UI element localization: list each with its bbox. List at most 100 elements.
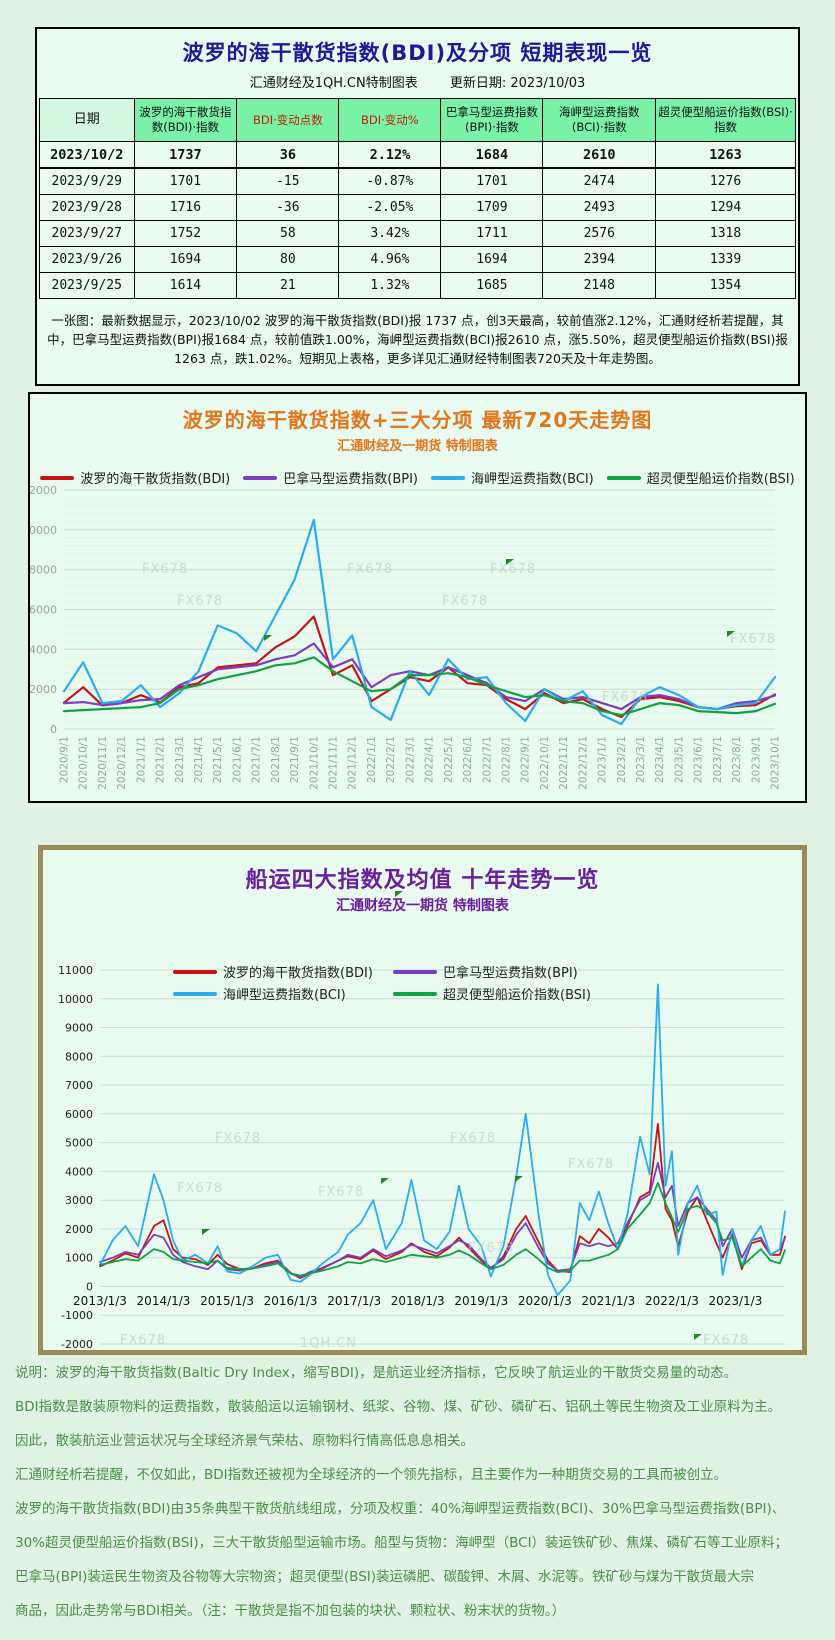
legend-label: 超灵便型船运价指数(BSI): [443, 988, 591, 1003]
x-axis-tick: 2023/8/1: [731, 736, 743, 783]
table-cell: 36: [236, 141, 340, 169]
chart-10year-legend: 波罗的海干散货指数(BDI) 巴拿马型运费指数(BPI) 海岬型运费指数(BCI) 超…: [173, 962, 693, 1003]
table-cell: 1701: [440, 167, 544, 195]
y-axis-tick: 0: [86, 1281, 93, 1294]
update-date: 更新日期: 2023/10/03: [449, 76, 586, 91]
table-cell: 58: [236, 220, 340, 247]
table-cell: 3.42%: [338, 220, 442, 247]
flag-marker-icon: [694, 1334, 702, 1340]
table-cell: 2493: [542, 194, 657, 221]
x-axis-tick: 2022/3/1: [404, 736, 416, 783]
x-axis-tick: 2016/1/3: [264, 1294, 318, 1308]
table-cell: 2.12%: [338, 141, 442, 169]
flag-marker-icon: [515, 1176, 523, 1182]
explanation-line: 30%超灵便型船运价指数(BSI)，三大干散货船型运输市场。船型与货物：海岬型（…: [15, 1535, 789, 1551]
y-axis-tick: 4000: [30, 643, 57, 656]
x-axis-tick: 2023/1/3: [708, 1294, 762, 1308]
table-header-cell: BDI·变动点数: [236, 98, 340, 142]
x-axis-tick: 2021/3/1: [174, 736, 186, 783]
legend-color-swatch: [393, 969, 437, 974]
x-axis-tick: 2020/12/1: [116, 736, 128, 790]
legend-item: 波罗的海干散货指数(BDI): [40, 468, 230, 487]
table-cell: 1737: [133, 141, 238, 169]
x-axis-tick: 2023/4/1: [654, 736, 666, 783]
y-axis-tick: 1000: [65, 1252, 93, 1265]
chart-720day-subtitle: 汇通财经及一期货 特制图表: [337, 439, 498, 454]
explanation-line: 波罗的海干散货指数(BDI)由35条典型干散货航线组成，分项及权重：40%海岬型…: [15, 1501, 786, 1517]
table-cell: -0.87%: [338, 167, 442, 195]
x-axis-tick: 2022/12/1: [577, 736, 589, 790]
table-cell: 1701: [133, 167, 238, 195]
x-axis-tick: 2022/8/1: [501, 736, 513, 783]
y-axis-tick: 8000: [30, 564, 57, 577]
table-cell: 1.32%: [338, 272, 442, 299]
y-axis-tick: 4000: [65, 1165, 93, 1178]
x-axis-tick: 2015/1/3: [200, 1294, 254, 1308]
legend-item: 海岬型运费指数(BCI): [173, 984, 393, 1003]
table-row: 2023/9/25 1614 21 1.32% 1685 2148 1354: [39, 272, 796, 299]
table-cell: 1716: [133, 194, 238, 221]
x-axis-tick: 2021/2/1: [155, 736, 167, 783]
x-axis-tick: 2022/4/1: [424, 736, 436, 783]
flag-marker-icon: [264, 635, 272, 641]
table-cell: 80: [236, 246, 340, 273]
table-cell: 1685: [440, 272, 544, 299]
x-axis-tick: 2022/10/1: [539, 736, 551, 790]
x-axis-tick: 2020/10/1: [78, 736, 90, 790]
x-axis-tick: 2022/9/1: [520, 736, 532, 783]
table-row: 2023/9/26 1694 80 4.96% 1694 2394 1339: [39, 246, 796, 273]
series-line: [99, 1122, 786, 1280]
y-axis-tick: 10000: [30, 524, 57, 537]
x-axis-tick: 2022/7/1: [481, 736, 493, 783]
table-cell: 1263: [655, 141, 796, 169]
legend-item: 海岬型运费指数(BCI): [431, 468, 594, 487]
legend-label: 巴拿马型运费指数(BPI): [283, 472, 418, 487]
table-header-cell: BDI·变动%: [338, 98, 442, 142]
legend-label: 波罗的海干散货指数(BDI): [223, 966, 373, 981]
chart-10year-subtitle: 汇通财经及一期货 特制图表: [336, 898, 509, 914]
table-cell: 1318: [655, 220, 796, 247]
table-cell: 2576: [542, 220, 657, 247]
table-panel-title: 波罗的海干散货指数(BDI)及分项 短期表现一览: [182, 41, 653, 65]
legend-color-swatch: [40, 475, 75, 480]
table-cell: 1276: [655, 167, 796, 195]
table-cell: 1709: [440, 194, 544, 221]
table-cell: 1354: [655, 272, 796, 299]
table-cell: 2148: [542, 272, 657, 299]
x-axis-tick: 2019/1/3: [454, 1294, 508, 1308]
table-cell: 21: [236, 272, 340, 299]
table-cell: 1294: [655, 194, 796, 221]
x-axis-tick: 2022/2/1: [385, 736, 397, 783]
series-line: [62, 642, 777, 711]
x-axis-tick: 2013/1/3: [73, 1294, 127, 1308]
x-axis-tick: 2021/6/1: [231, 736, 243, 783]
y-axis-tick: 2000: [65, 1223, 93, 1236]
legend-item: 巴拿马型运费指数(BPI): [393, 962, 693, 981]
legend-color-swatch: [173, 991, 217, 996]
x-axis-tick: 2022/5/1: [443, 736, 455, 783]
explanation-line: 商品，因此走势常与BDI相关。（注：干散货是指不加包装的块状、颗粒状、粉末状的货…: [15, 1603, 566, 1619]
y-axis-tick: 6000: [30, 604, 57, 617]
x-axis-tick: 2022/6/1: [462, 736, 474, 783]
table-row: 2023/9/29 1701 -15 -0.87% 1701 2474 1276: [39, 167, 796, 195]
chart-10year-panel: -2000 -1000 0 1000 2000 3000 4000 5000 6000 7000 8…: [38, 845, 807, 1355]
y-axis-tick: -1000: [61, 1309, 93, 1322]
flag-marker-icon: [727, 631, 735, 637]
x-axis-tick: 2021/1/1: [135, 736, 147, 783]
legend-label: 巴拿马型运费指数(BPI): [443, 966, 578, 981]
y-axis-tick: 2000: [30, 683, 57, 696]
series-line: [99, 1181, 786, 1277]
legend-color-swatch: [431, 475, 465, 480]
chart-10year-title: 船运四大指数及均值 十年走势一览: [245, 868, 600, 893]
table-cell: 2023/9/27: [39, 220, 135, 247]
x-axis-tick: 2023/5/1: [673, 736, 685, 783]
legend-item: 超灵便型船运价指数(BSI): [393, 984, 693, 1003]
table-cell: 2394: [542, 246, 657, 273]
source-credit: 汇通财经及1QH.CN特制图表: [249, 76, 418, 91]
x-axis-tick: 2021/10/1: [308, 736, 320, 790]
table-cell: 1684: [440, 141, 544, 169]
explanation-text: 说明：波罗的海干散货指数(Baltic Dry Index，缩写BDI)，是航运…: [15, 1362, 827, 1634]
x-axis-tick: 2021/7/1: [251, 736, 263, 783]
explanation-line: 巴拿马(BPI)装运民生物资及谷物等大宗物资；超灵便型(BSI)装运磷肥、碳酸钾…: [15, 1569, 755, 1585]
